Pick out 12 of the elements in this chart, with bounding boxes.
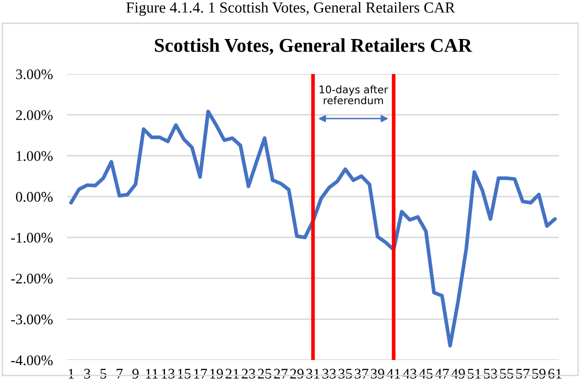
- y-tick-label: -2.00%: [11, 274, 53, 284]
- y-tick-label: 2.00%: [16, 110, 53, 120]
- annotation: 10-days after referendum: [320, 85, 388, 104]
- y-tick-label: -4.00%: [11, 355, 53, 366]
- y-tick-label: 3.00%: [16, 69, 53, 80]
- chart-title: Scottish Votes, General Retailers CAR: [154, 38, 472, 55]
- y-tick-label: -3.00%: [11, 314, 53, 324]
- y-tick-label: -1.00%: [11, 232, 53, 243]
- line-series: [69, 110, 557, 348]
- y-tick-label: 1.00%: [16, 151, 53, 161]
- caption: Figure 4.1.4. 1 Scottish Votes, General Retailers CAR: [126, 2, 456, 16]
- y-tick-label: 0.00%: [16, 192, 53, 202]
